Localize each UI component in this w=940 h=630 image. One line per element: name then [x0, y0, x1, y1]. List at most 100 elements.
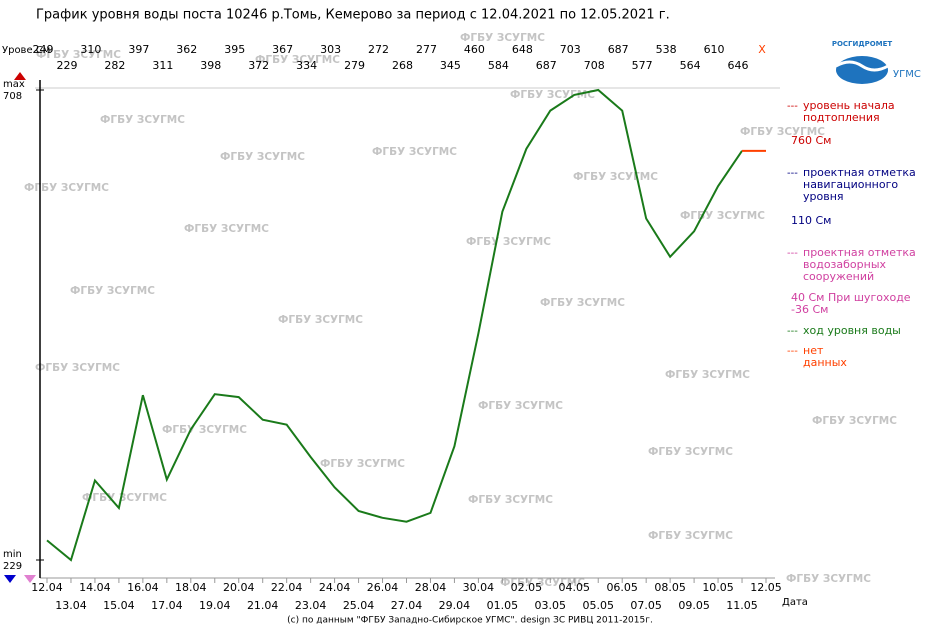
value-label: 229 — [56, 59, 77, 72]
value-label: 310 — [80, 43, 101, 56]
value-label: 395 — [224, 43, 245, 56]
value-label: 610 — [704, 43, 725, 56]
value-label: 687 — [608, 43, 629, 56]
y-tick-label: 229 — [3, 561, 22, 572]
value-label: 303 — [320, 43, 341, 56]
legend-level: 110 См — [791, 214, 831, 227]
y-tick-caption: max — [3, 79, 25, 90]
legend-label: сооружений — [803, 270, 874, 283]
watermark: ФГБУ ЗСУГМС — [220, 151, 305, 163]
x-tick-label: 22.04 — [271, 581, 303, 594]
legend-level: 40 См При шугоходе — [791, 291, 911, 304]
value-label: 687 — [536, 59, 557, 72]
intake-marker — [24, 575, 36, 583]
y-tick-caption: min — [3, 549, 22, 560]
logo: РОСГИДРОМЕТ УГМС — [832, 40, 921, 84]
value-label: 398 — [200, 59, 221, 72]
value-label: 708 — [584, 59, 605, 72]
watermark: ФГБУ ЗСУГМС — [162, 424, 247, 436]
watermark: ФГБУ ЗСУГМС — [468, 494, 553, 506]
logo-subtext: УГМС — [893, 69, 921, 80]
value-label: 367 — [272, 43, 293, 56]
watermark: ФГБУ ЗСУГМС — [648, 530, 733, 542]
legend-level: 760 См — [791, 134, 831, 147]
legend-label: уровень начала — [803, 99, 895, 112]
value-label: 372 — [248, 59, 269, 72]
x-tick-label: 15.04 — [103, 599, 135, 612]
min-marker — [4, 575, 16, 583]
x-tick-label: 05.05 — [582, 599, 614, 612]
x-axis-label: Дата — [782, 597, 808, 608]
legend-marker: --- — [787, 101, 798, 112]
x-tick-label: 02.05 — [511, 581, 543, 594]
watermark: ФГБУ ЗСУГМС — [35, 362, 120, 374]
x-tick-label: 18.04 — [175, 581, 207, 594]
watermark: ФГБУ ЗСУГМС — [786, 573, 871, 585]
x-tick-label: 19.04 — [199, 599, 231, 612]
logo-text: РОСГИДРОМЕТ — [832, 40, 893, 48]
watermark: ФГБУ ЗСУГМС — [665, 369, 750, 381]
watermark: ФГБУ ЗСУГМС — [648, 446, 733, 458]
x-tick-label: 23.04 — [295, 599, 327, 612]
legend-label: нет — [803, 344, 824, 357]
legend-label: подтопления — [803, 111, 880, 124]
value-label: 279 — [344, 59, 365, 72]
x-tick-label: 28.04 — [415, 581, 447, 594]
value-label: 397 — [128, 43, 149, 56]
legend-label: навигационного — [803, 178, 898, 191]
value-label: 577 — [632, 59, 653, 72]
x-tick-label: 17.04 — [151, 599, 183, 612]
watermark: ФГБУ ЗСУГМС — [100, 114, 185, 126]
x-tick-label: 04.05 — [559, 581, 591, 594]
value-label: 538 — [656, 43, 677, 56]
value-label: 646 — [728, 59, 749, 72]
x-tick-label: 16.04 — [127, 581, 159, 594]
value-label: 648 — [512, 43, 533, 56]
legend-label: данных — [803, 356, 847, 369]
watermark: ФГБУ ЗСУГМС — [812, 415, 897, 427]
x-tick-label: 01.05 — [487, 599, 519, 612]
x-tick-label: 06.05 — [606, 581, 638, 594]
x-tick-label: 27.04 — [391, 599, 423, 612]
x-tick-label: 26.04 — [367, 581, 399, 594]
watermark: ФГБУ ЗСУГМС — [372, 146, 457, 158]
x-tick-label: 11.05 — [726, 599, 758, 612]
max-marker — [14, 72, 26, 80]
watermark: ФГБУ ЗСУГМС — [82, 492, 167, 504]
logo-wave-line — [835, 60, 889, 72]
x-tick-label: 21.04 — [247, 599, 279, 612]
value-label: 584 — [488, 59, 509, 72]
watermarks: ФГБУ ЗСУГМС ФГБУ ЗСУГМС ФГБУ ЗСУГМС ФГБУ ЗС… — [24, 32, 897, 589]
value-label: 345 — [440, 59, 461, 72]
watermark: ФГБУ ЗСУГМС — [24, 182, 109, 194]
value-label: 564 — [680, 59, 701, 72]
watermark: ФГБУ ЗСУГМС — [680, 210, 765, 222]
legend-level: -36 См — [791, 303, 828, 316]
x-tick-label: 03.05 — [535, 599, 567, 612]
value-label: 249 — [33, 43, 54, 56]
x-tick-label: 29.04 — [439, 599, 471, 612]
x-tick-label: 24.04 — [319, 581, 351, 594]
legend-marker: --- — [787, 248, 798, 259]
chart-title: График уровня воды поста 10246 р.Томь, К… — [36, 8, 670, 23]
data-line — [46, 88, 743, 562]
x-tick-label: 12.05 — [750, 581, 782, 594]
watermark: ФГБУ ЗСУГМС — [460, 32, 545, 44]
watermark: ФГБУ ЗСУГМС — [255, 54, 340, 66]
no-data-label: X — [758, 43, 766, 56]
x-tick-label: 10.05 — [702, 581, 734, 594]
watermark: ФГБУ ЗСУГМС — [740, 126, 825, 138]
watermark: ФГБУ ЗСУГМС — [478, 400, 563, 412]
footer: (c) по данным "ФГБУ Западно-Сибирское УГ… — [287, 616, 653, 626]
x-tick-label: 25.04 — [343, 599, 375, 612]
legend-marker: --- — [787, 326, 798, 337]
x-tick-label: 14.04 — [79, 581, 111, 594]
legend-label: водозаборных — [803, 258, 887, 271]
value-label: 334 — [296, 59, 317, 72]
watermark: ФГБУ ЗСУГМС — [510, 89, 595, 101]
value-label: 282 — [104, 59, 125, 72]
x-tick-label: 07.05 — [630, 599, 662, 612]
watermark: ФГБУ ЗСУГМС — [320, 458, 405, 470]
